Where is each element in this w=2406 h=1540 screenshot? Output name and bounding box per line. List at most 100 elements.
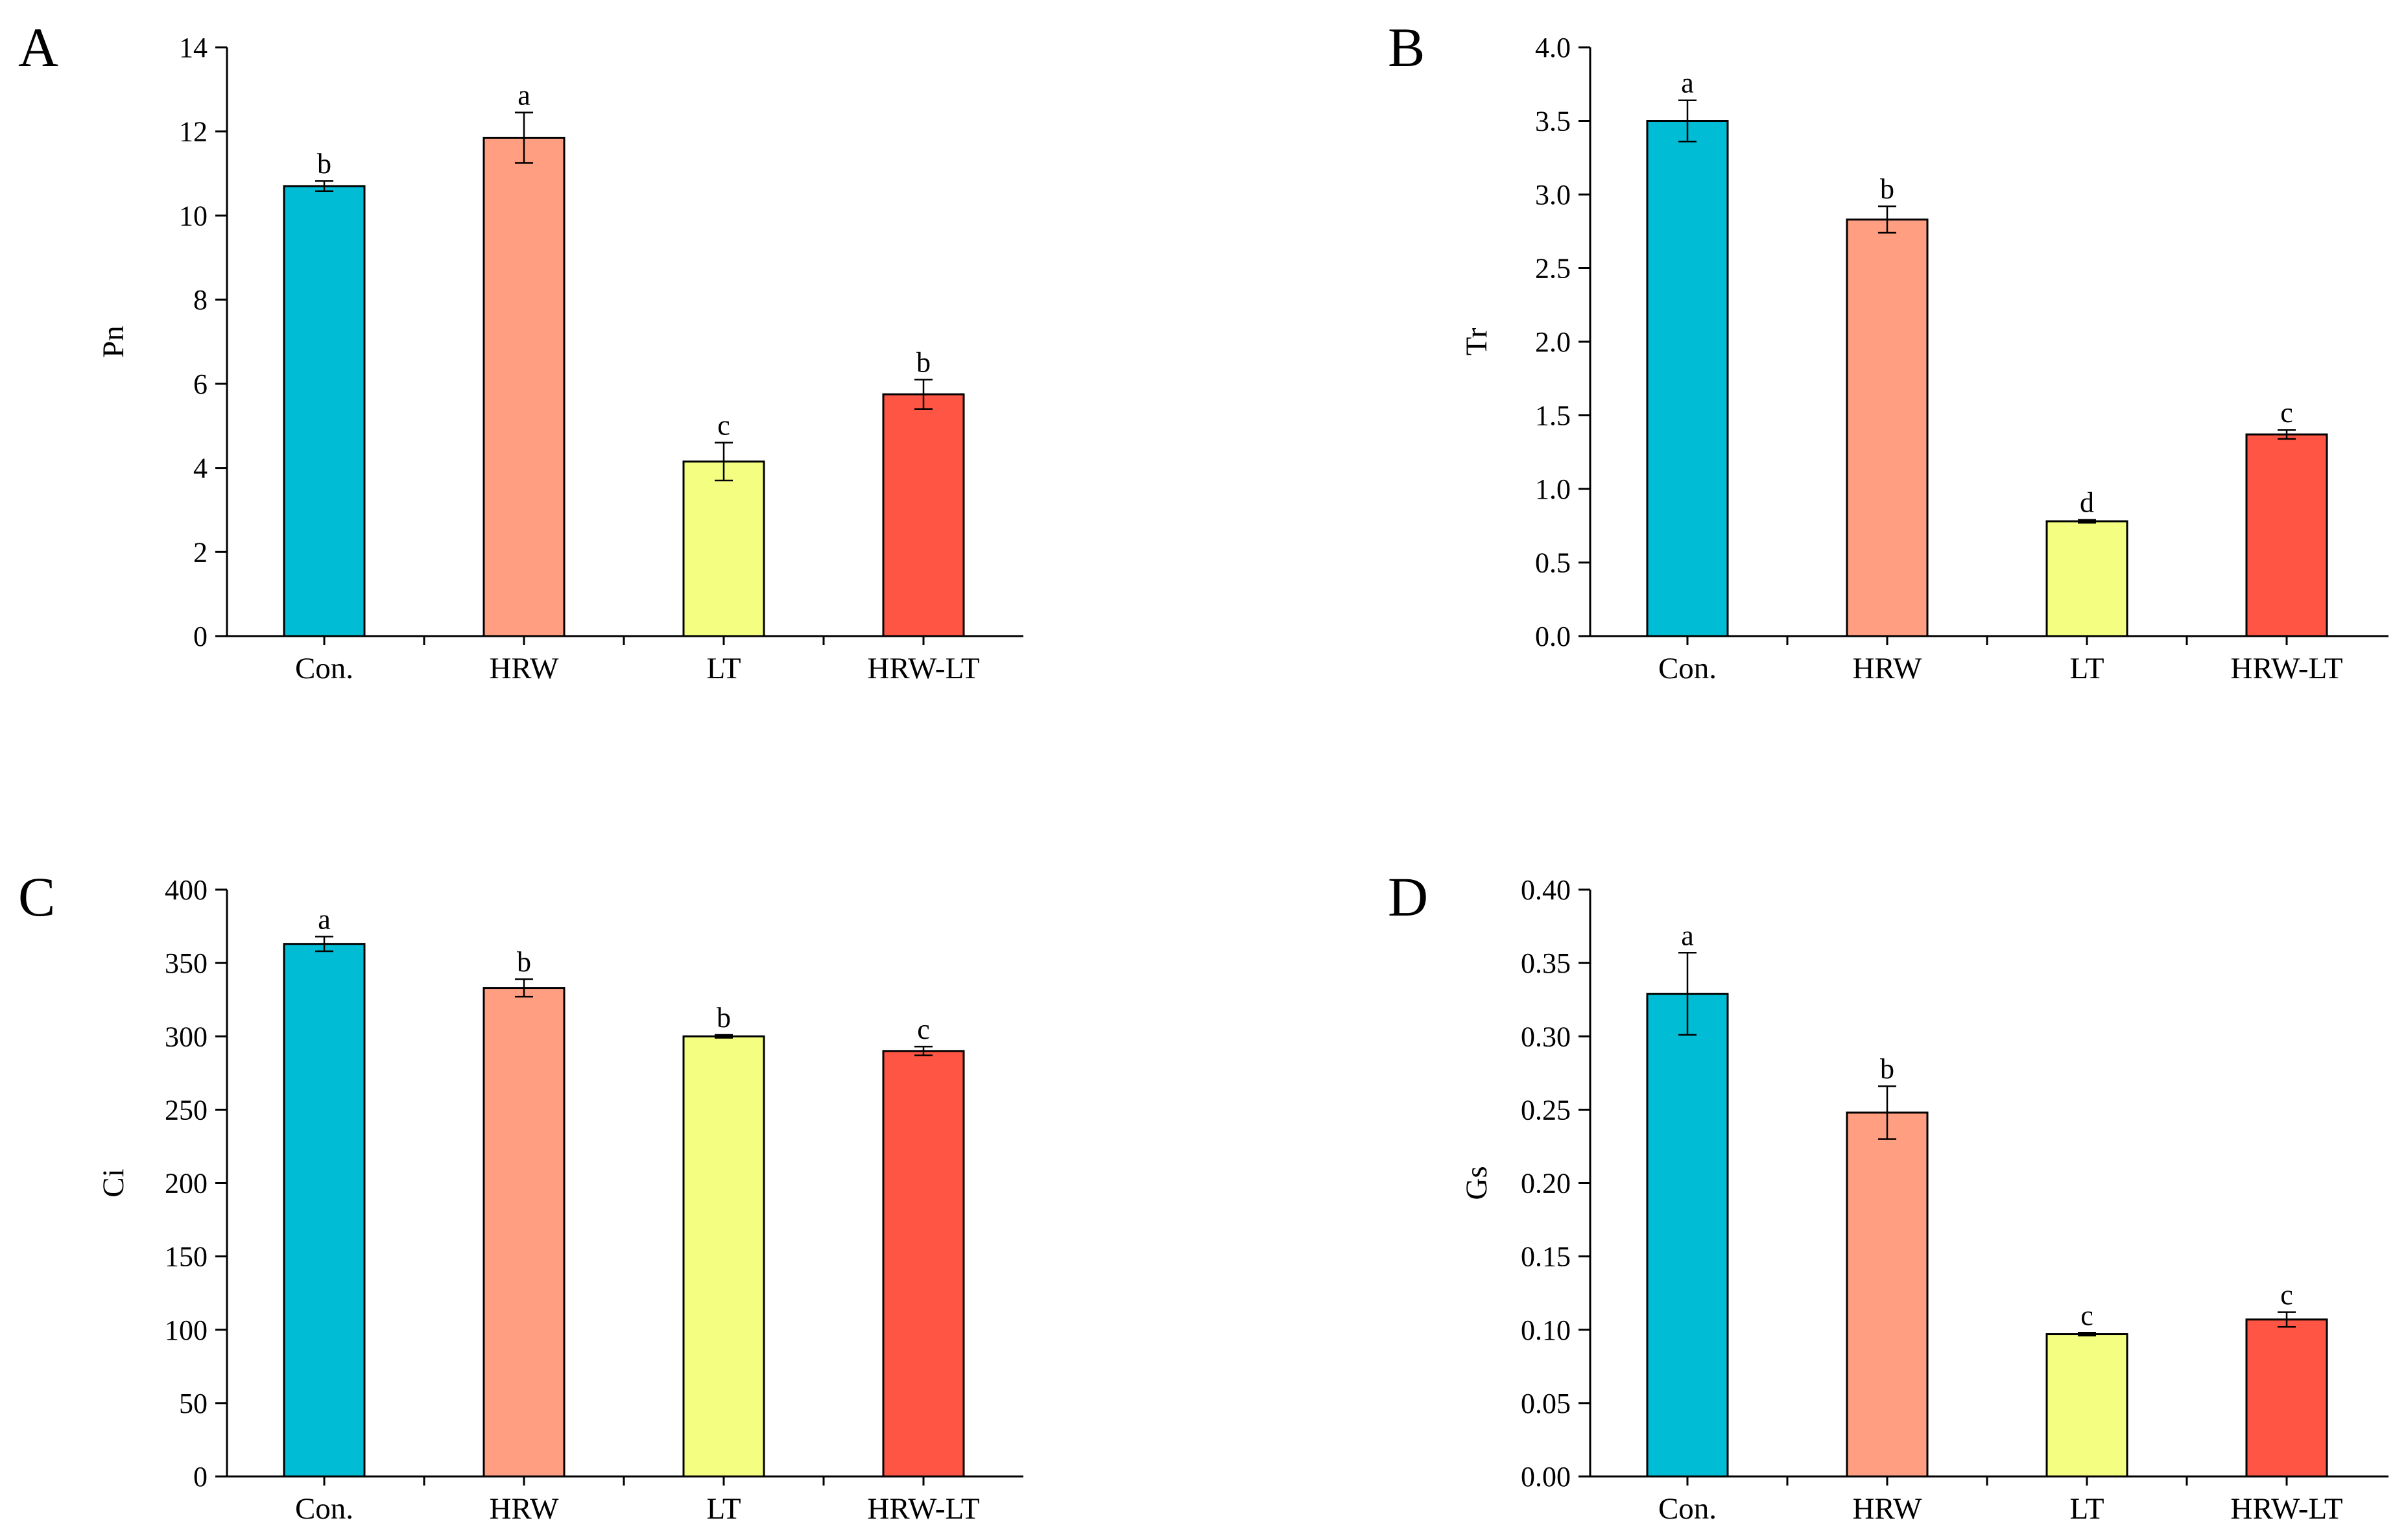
y-tick-label-c-4: 200 [165,1168,208,1200]
category-label-c-hrw: HRW [489,1492,559,1526]
chart-panel-a: A Pn 0 2 4 6 8 10 12 14 b Con. a HRW c LT b HRW-LT [18,16,1023,685]
significance-label-b-hrw-lt: c [2280,397,2293,429]
category-label-b-lt: LT [2069,652,2104,685]
significance-label-a-lt: c [717,410,730,442]
category-label-a-hrw: HRW [489,652,559,685]
significance-label-d-lt: c [2080,1299,2093,1331]
bar-a-hrw-lt [882,393,965,637]
panel-letter-d: D [1388,866,1428,928]
bar-c-hrw-lt [882,1050,965,1478]
category-label-c-con: Con. [295,1492,353,1526]
y-tick-label-b-2: 1.0 [1535,473,1571,505]
significance-label-c-lt: b [717,1002,731,1034]
category-label-d-hrw: HRW [1852,1492,1922,1526]
category-label-c-hrw-lt: HRW-LT [867,1492,979,1526]
y-axis-title-a: Pn [97,326,130,358]
error-bar-d-lt [2078,1332,2096,1337]
category-label-b-con: Con. [1658,652,1717,685]
chart-panel-b: B Tr 0.0 0.5 1.0 1.5 2.0 2.5 3.0 3.5 4.0 a Con. b HRW d… [1388,16,2388,685]
y-tick-label-d-4: 0.20 [1521,1168,1571,1200]
y-tick-label-d-5: 0.25 [1521,1094,1571,1126]
category-label-d-lt: LT [2069,1492,2104,1526]
panel-letter-b: B [1388,16,1425,78]
bar-c-hrw [482,987,566,1478]
y-tick-label-a-7: 14 [179,32,208,64]
y-tick-label-b-8: 4.0 [1535,32,1571,64]
significance-label-d-hrw-lt: c [2280,1279,2293,1311]
error-bar-a-con [315,180,333,193]
error-bar-c-hrw [515,978,533,998]
bar-c-lt [682,1035,765,1478]
category-label-d-hrw-lt: HRW-LT [2230,1492,2342,1526]
category-label-a-hrw-lt: HRW-LT [867,652,979,685]
bar-b-hrw-lt [2245,433,2328,637]
y-axis-title-b: Tr [1460,327,1494,355]
error-bar-a-lt [715,442,733,482]
bar-d-hrw-lt [2245,1318,2328,1478]
significance-label-c-con: a [318,903,331,935]
error-bar-c-lt [715,1034,733,1039]
chart-panel-c: C Ci 0 50 100 150 200 250 300 350 400 a Con. b HRW b LT c… [18,866,1023,1526]
error-bar-d-con [1678,952,1697,1036]
panel-letter-a: A [18,16,58,78]
error-bar-c-con [315,936,333,953]
y-tick-label-c-5: 250 [165,1094,208,1126]
chart-panel-d: D Gs 0.00 0.05 0.10 0.15 0.20 0.25 0.30 0.35 0.40 a… [1388,866,2388,1526]
y-tick-label-b-7: 3.5 [1535,106,1571,137]
error-bar-d-hrw-lt [2278,1311,2296,1328]
y-axis-title-d: Gs [1460,1166,1494,1200]
y-tick-label-a-1: 2 [193,536,208,568]
y-tick-label-c-7: 350 [165,947,208,979]
significance-label-d-con: a [1681,919,1694,951]
bar-d-lt [2045,1333,2128,1478]
y-tick-label-d-0: 0.00 [1521,1461,1571,1493]
y-tick-label-a-6: 12 [179,116,208,148]
category-label-b-hrw-lt: HRW-LT [2230,652,2342,685]
error-bar-d-hrw [1878,1085,1896,1140]
error-bar-b-lt [2078,519,2096,524]
y-tick-label-b-6: 3.0 [1535,179,1571,211]
bar-d-hrw [1846,1111,1929,1478]
error-bar-b-hrw [1878,205,1896,234]
category-label-c-lt: LT [706,1492,741,1526]
y-tick-label-b-3: 1.5 [1535,400,1571,432]
category-label-a-lt: LT [706,652,741,685]
bar-b-con [1646,120,1729,637]
y-tick-label-d-1: 0.05 [1521,1388,1571,1419]
y-tick-label-c-3: 150 [165,1241,208,1273]
category-label-d-con: Con. [1658,1492,1717,1526]
error-bar-c-hrw-lt [914,1045,933,1056]
bar-b-lt [2045,520,2128,637]
y-tick-label-c-1: 50 [179,1388,208,1419]
significance-label-c-hrw: b [517,946,531,978]
y-tick-label-b-1: 0.5 [1535,547,1571,579]
y-tick-label-d-6: 0.30 [1521,1021,1571,1052]
bar-a-con [283,185,366,637]
y-tick-label-d-8: 0.40 [1521,874,1571,906]
significance-label-b-hrw: b [1880,173,1894,205]
y-tick-label-c-8: 400 [165,874,208,906]
y-tick-label-c-2: 100 [165,1314,208,1346]
category-label-b-hrw: HRW [1852,652,1922,685]
bar-b-hrw [1846,219,1929,637]
significance-label-d-hrw: b [1880,1053,1894,1085]
error-bar-b-hrw-lt [2278,429,2296,440]
y-tick-label-d-3: 0.15 [1521,1241,1571,1273]
error-bar-a-hrw [515,112,533,164]
y-tick-label-b-5: 2.5 [1535,253,1571,285]
y-tick-label-a-4: 8 [193,284,208,316]
y-tick-label-d-7: 0.35 [1521,947,1571,979]
bar-a-lt [682,460,765,637]
significance-label-a-hrw-lt: b [916,346,931,378]
bar-c-con [283,943,366,1478]
significance-label-b-lt: d [2080,487,2094,519]
significance-label-b-con: a [1681,67,1694,99]
significance-label-a-hrw: a [518,80,530,112]
error-bar-a-hrw-lt [914,379,933,410]
y-tick-label-a-2: 4 [193,453,208,484]
error-bar-b-con [1678,99,1697,143]
y-tick-label-a-3: 6 [193,368,208,400]
y-tick-label-a-0: 0 [193,621,208,652]
y-tick-label-c-6: 300 [165,1021,208,1052]
